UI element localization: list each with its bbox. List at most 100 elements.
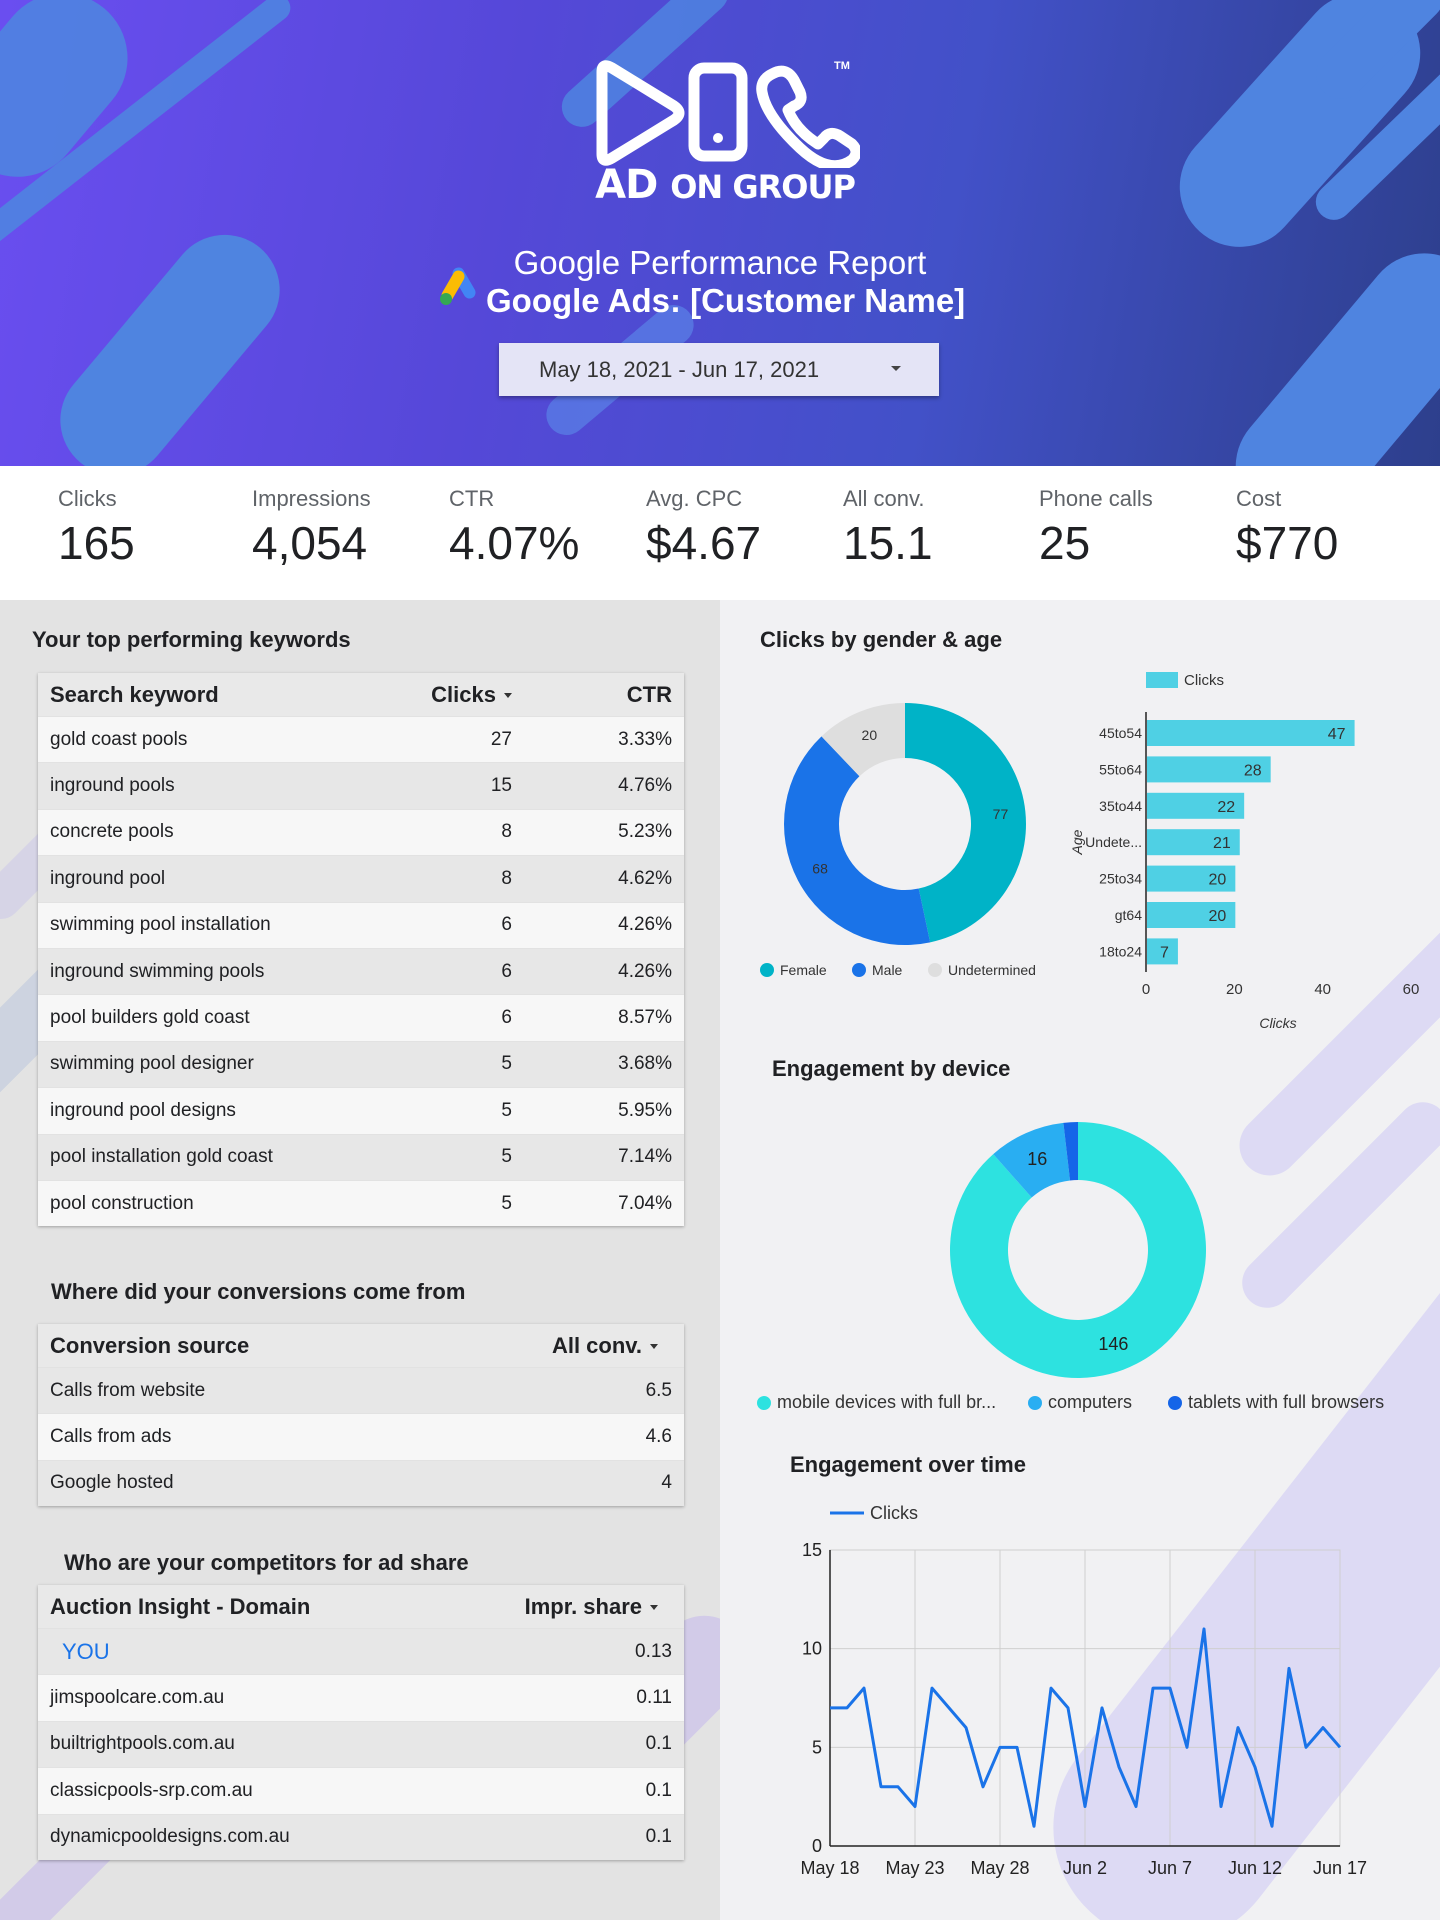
cell-clicks: 6	[501, 914, 512, 936]
legend-label: mobile devices with full br...	[777, 1392, 997, 1412]
cell-ctr: 4.26%	[618, 914, 672, 936]
bar	[1147, 938, 1178, 965]
bar-value-label: 21	[1213, 835, 1231, 852]
table-row: concrete pools 8 5.23%	[38, 808, 684, 856]
legend-swatch	[1146, 672, 1178, 688]
donut-slice	[905, 703, 1026, 943]
kpi-label: Avg. CPC	[646, 486, 743, 511]
slice-label: 68	[812, 861, 828, 877]
cell-share: 0.1	[645, 1733, 672, 1755]
brand-wordmark: AD ON GROUP	[590, 162, 860, 208]
cell-clicks: 5	[501, 1192, 512, 1214]
cell-keyword: inground pool	[50, 867, 166, 889]
right-panel-background	[720, 600, 1440, 1920]
gender-age-section-title: Clicks by gender & age	[760, 627, 1003, 652]
kpi-value: $4.67	[646, 517, 762, 569]
cell-keyword: concrete pools	[50, 821, 174, 843]
y-tick-label: 45to54	[1099, 725, 1142, 741]
legend-item[interactable]: Male	[852, 962, 902, 978]
kpi-label: Clicks	[58, 486, 117, 511]
time-section-title: Engagement over time	[790, 1452, 1026, 1477]
kpi-label: CTR	[449, 486, 495, 511]
y-tick-label: 55to64	[1099, 761, 1142, 777]
bar-value-label: 28	[1244, 762, 1262, 779]
cell-keyword: inground swimming pools	[50, 960, 265, 982]
kpi-value: 25	[1039, 517, 1091, 569]
cell-domain: YOU	[62, 1638, 110, 1664]
brand-logo: TM AD ON GROUP	[590, 58, 862, 208]
report-title: Google Performance Report	[513, 244, 927, 281]
date-range-picker[interactable]: May 18, 2021 - Jun 17, 2021	[499, 343, 939, 396]
gender-donut-chart: 77 68 20	[784, 703, 1026, 945]
cell-clicks: 15	[490, 775, 512, 797]
legend-label: Clicks	[1184, 672, 1224, 689]
table-header: Search keyword Clicks CTR	[38, 673, 684, 716]
kpi-impressions: Impressions 4,054	[252, 486, 371, 570]
cell-ctr: 4.62%	[618, 867, 672, 889]
legend-item[interactable]: tablets with full browsers	[1168, 1392, 1384, 1413]
y-axis-label: Age	[1069, 829, 1085, 855]
cell-clicks: 8	[501, 867, 512, 889]
col-header-keyword[interactable]: Search keyword	[50, 681, 219, 707]
cell-clicks: 5	[501, 1053, 512, 1075]
caret-down-icon	[891, 366, 901, 371]
slice-label: 16	[1027, 1149, 1047, 1169]
x-tick-label: Jun 2	[1063, 1858, 1107, 1878]
col-header-all-conv[interactable]: All conv.	[472, 1333, 672, 1359]
table-row: dynamicpooldesigns.com.au 0.1	[38, 1813, 684, 1860]
legend-item[interactable]: Female	[760, 962, 827, 978]
kpi-label: Impressions	[252, 486, 371, 511]
y-tick-label: 15	[802, 1540, 822, 1560]
cell-keyword: swimming pool designer	[50, 1053, 254, 1075]
x-tick-label: May 28	[970, 1858, 1029, 1878]
x-tick-label: Jun 7	[1148, 1858, 1192, 1878]
cell-value: 6.5	[645, 1379, 672, 1401]
cell-ctr: 3.68%	[618, 1053, 672, 1075]
cell-keyword: inground pools	[50, 775, 175, 797]
table-row: builtrightpools.com.au 0.1	[38, 1720, 684, 1768]
kpi-label: Cost	[1236, 486, 1282, 511]
cell-domain: dynamicpooldesigns.com.au	[50, 1826, 290, 1848]
slice-label: 77	[993, 806, 1009, 822]
kpi-cost: Cost $770	[1236, 486, 1338, 570]
bar	[1147, 720, 1355, 746]
table-row: swimming pool installation 6 4.26%	[38, 901, 684, 948]
col-header-source[interactable]: Conversion source	[50, 1332, 250, 1358]
legend-item[interactable]: mobile devices with full br...	[757, 1392, 996, 1413]
table-row: inground pool designs 5 5.95%	[38, 1087, 684, 1134]
logo-mark-icon	[596, 60, 862, 172]
series-line	[830, 1627, 1342, 1828]
kpi-label: All conv.	[843, 486, 925, 511]
donut-slice	[950, 1122, 1206, 1378]
cell-clicks: 5	[501, 1146, 512, 1168]
x-tick-label: 0	[1142, 981, 1150, 998]
table-row: pool installation gold coast 5 7.14%	[38, 1133, 684, 1180]
legend-label: Clicks	[870, 1503, 918, 1523]
y-tick-label: 10	[802, 1639, 822, 1659]
competitors-table: Auction Insight - Domain Impr. share YOU…	[38, 1585, 684, 1860]
cell-source: Calls from website	[50, 1379, 206, 1401]
legend-item[interactable]: Undetermined	[928, 962, 1036, 978]
y-tick-label: 25to34	[1099, 871, 1142, 887]
cell-domain: builtrightpools.com.au	[50, 1733, 235, 1755]
bar	[1147, 902, 1236, 928]
col-header-impr-share[interactable]: Impr. share	[452, 1594, 672, 1620]
legend-swatch	[1028, 1395, 1042, 1410]
kpi-label: Phone calls	[1039, 486, 1153, 511]
col-header-domain[interactable]: Auction Insight - Domain	[50, 1593, 311, 1619]
cell-ctr: 3.33%	[618, 728, 672, 750]
cell-domain: classicpools-srp.com.au	[50, 1779, 253, 1801]
bar-value-label: 47	[1328, 726, 1346, 743]
y-tick-label: gt64	[1115, 907, 1142, 923]
cell-share: 0.1	[645, 1779, 672, 1801]
keywords-table-body: gold coast pools 27 3.33% inground pools 15…	[38, 716, 684, 1227]
conversions-table: Conversion source All conv. Calls from w…	[38, 1324, 684, 1507]
col-header-ctr[interactable]: CTR	[626, 681, 672, 707]
bar-value-label: 7	[1160, 944, 1169, 961]
table-row: YOU 0.13	[38, 1628, 684, 1675]
cell-clicks: 27	[490, 728, 512, 750]
col-header-clicks[interactable]: Clicks	[412, 682, 512, 708]
legend-swatch	[1168, 1395, 1182, 1410]
legend-item[interactable]: computers	[1028, 1392, 1132, 1413]
legend-swatch	[757, 1395, 771, 1410]
